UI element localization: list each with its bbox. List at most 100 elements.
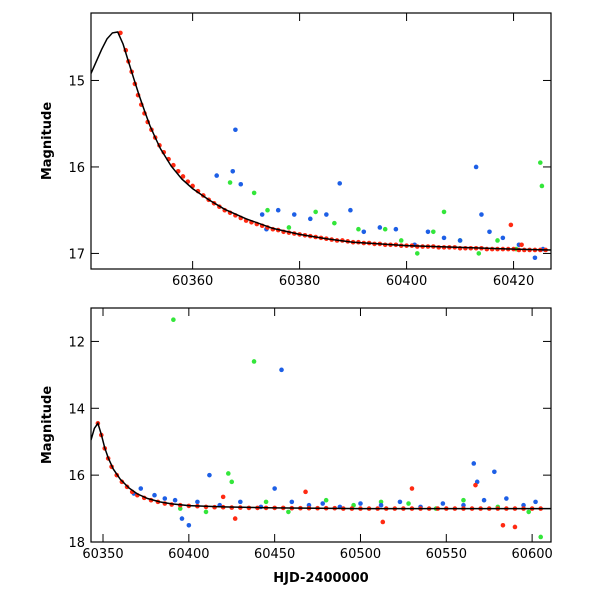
top-plot-area bbox=[91, 30, 551, 261]
bottom-blue-data-point bbox=[471, 461, 477, 466]
top-y-tick-label: 17 bbox=[68, 247, 85, 262]
bottom-blue-data-point bbox=[378, 502, 384, 508]
bottom-red-data-point bbox=[380, 519, 386, 525]
bottom-red-data-point bbox=[473, 482, 478, 488]
bottom-blue-data-point bbox=[492, 469, 497, 475]
top-x-tick-label: 60420 bbox=[493, 274, 534, 289]
bottom-x-tick-label: 60550 bbox=[426, 547, 467, 562]
top-blue-data-point bbox=[259, 212, 265, 217]
bottom-green-data-point bbox=[538, 534, 544, 540]
top-model-curve bbox=[91, 31, 551, 251]
top-panel-frame bbox=[90, 12, 552, 270]
bottom-panel: 60350 60400 60450 60500 60550 60600 12 14 16 18 bbox=[68, 307, 553, 562]
bottom-red-data-point bbox=[303, 489, 308, 495]
bottom-blue-data-point bbox=[195, 499, 200, 505]
bottom-red-data-point bbox=[512, 524, 518, 530]
bottom-red-data-point bbox=[220, 494, 226, 500]
bottom-green-data-point bbox=[263, 499, 269, 505]
top-green-data-point bbox=[251, 190, 257, 196]
top-green-data-point bbox=[265, 207, 270, 213]
bottom-blue-data-point bbox=[152, 492, 157, 498]
top-blue-data-point bbox=[487, 229, 492, 235]
top-blue-data-point bbox=[361, 229, 367, 235]
top-red-data-point bbox=[508, 222, 514, 228]
bottom-model-curve bbox=[91, 421, 551, 510]
top-blue-data-point bbox=[457, 238, 463, 243]
bottom-y-axis-label: Magnitude bbox=[40, 386, 55, 465]
bottom-x-tick-label: 60450 bbox=[254, 547, 295, 562]
bottom-x-tick-label: 60400 bbox=[168, 547, 209, 562]
bottom-blue-data-point bbox=[440, 501, 446, 506]
top-blue-data-point bbox=[337, 181, 343, 186]
top-green-data-point bbox=[356, 226, 361, 232]
top-green-data-point bbox=[414, 251, 420, 256]
bottom-blue-data-point bbox=[320, 501, 326, 506]
top-x-tick-label: 60360 bbox=[172, 274, 213, 289]
bottom-green-data-point bbox=[226, 471, 231, 476]
bottom-x-tick-label: 60350 bbox=[82, 547, 123, 562]
top-blue-data-point bbox=[230, 168, 236, 174]
top-y-tick-label: 16 bbox=[68, 161, 85, 176]
bottom-blue-data-point bbox=[162, 496, 168, 501]
top-green-data-point bbox=[332, 220, 337, 226]
bottom-green-data-point bbox=[171, 317, 176, 323]
top-green-data-point bbox=[441, 209, 447, 215]
top-green-data-point bbox=[286, 225, 292, 230]
bottom-blue-data-point bbox=[289, 499, 295, 505]
top-green-data-point bbox=[382, 226, 388, 232]
bottom-red-data-point bbox=[500, 522, 506, 528]
top-y-axis-label: Magnitude bbox=[40, 102, 55, 181]
top-red-data-point bbox=[519, 242, 524, 248]
bottom-green-data-point bbox=[461, 497, 466, 503]
bottom-blue-data-point bbox=[533, 499, 538, 505]
top-blue-data-point bbox=[291, 212, 297, 217]
top-blue-data-point bbox=[233, 127, 238, 133]
top-blue-data-point bbox=[473, 164, 479, 170]
bottom-y-tick-label: 18 bbox=[68, 536, 85, 551]
bottom-green-data-point bbox=[323, 497, 329, 503]
top-x-tick-label: 60400 bbox=[386, 274, 427, 289]
bottom-x-tick-label: 60500 bbox=[340, 547, 381, 562]
top-blue-data-point bbox=[532, 255, 538, 261]
bottom-blue-data-point bbox=[238, 499, 243, 505]
bottom-blue-data-point bbox=[179, 516, 185, 521]
bottom-blue-data-point bbox=[272, 486, 277, 491]
bottom-blue-data-point bbox=[504, 496, 509, 501]
top-blue-data-point bbox=[393, 226, 399, 232]
bottom-blue-data-point bbox=[397, 499, 403, 505]
bottom-y-tick-label: 12 bbox=[68, 335, 85, 350]
top-green-data-point bbox=[431, 229, 436, 235]
top-green-data-point bbox=[398, 238, 404, 243]
top-green-data-point bbox=[227, 180, 233, 185]
bottom-blue-data-point bbox=[186, 522, 192, 528]
top-blue-data-point bbox=[348, 207, 353, 213]
top-blue-data-point bbox=[441, 235, 447, 241]
top-green-data-point bbox=[313, 209, 318, 215]
bottom-blue-data-point bbox=[279, 367, 284, 373]
bottom-red-data-point bbox=[232, 516, 238, 521]
bottom-blue-data-point bbox=[461, 502, 466, 508]
top-green-data-point bbox=[539, 183, 545, 189]
bottom-green-data-point bbox=[203, 509, 209, 515]
top-blue-data-point bbox=[238, 181, 244, 187]
bottom-green-data-point bbox=[177, 506, 183, 511]
top-blue-data-point bbox=[500, 235, 506, 241]
bottom-panel-frame bbox=[90, 307, 552, 543]
bottom-blue-data-point bbox=[521, 502, 526, 508]
top-x-tick-label: 60380 bbox=[279, 274, 320, 289]
bottom-red-data-point bbox=[409, 486, 415, 491]
bottom-x-tick-label: 60600 bbox=[511, 547, 552, 562]
top-green-data-point bbox=[476, 251, 482, 256]
top-blue-data-point bbox=[377, 225, 383, 230]
bottom-green-data-point bbox=[378, 499, 384, 505]
top-blue-data-point bbox=[324, 212, 329, 217]
bottom-green-data-point bbox=[526, 509, 531, 515]
bottom-blue-data-point bbox=[481, 497, 487, 503]
top-blue-data-point bbox=[275, 207, 281, 213]
top-green-data-point bbox=[538, 160, 543, 165]
top-blue-data-point bbox=[425, 229, 431, 235]
bottom-y-tick-label: 16 bbox=[68, 469, 85, 484]
bottom-blue-data-point bbox=[138, 486, 144, 491]
top-blue-data-point bbox=[308, 216, 313, 222]
bottom-y-tick-label: 14 bbox=[68, 402, 85, 417]
